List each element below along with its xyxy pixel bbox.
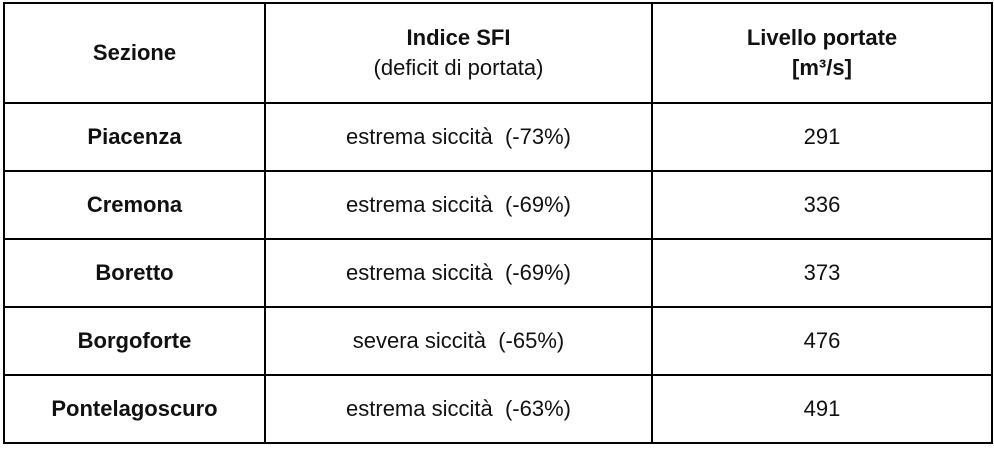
- table-cell: 336: [651, 170, 993, 240]
- table-row: Boretto estrema siccità (-69%) 373: [3, 238, 993, 308]
- header-cell: Indice SFI (deficit di portata): [264, 2, 653, 104]
- table-cell: 291: [651, 102, 993, 172]
- table-row: Borgoforte severa siccità (-65%) 476: [3, 306, 993, 376]
- header-text: Sezione: [92, 40, 177, 65]
- table-cell: estrema siccità (-73%): [264, 102, 653, 172]
- header-text: Livello portate: [746, 25, 898, 50]
- drought-table: Sezione Indice SFI (deficit di portata) Liv…: [3, 2, 993, 444]
- table-cell: 476: [651, 306, 993, 376]
- header-text: [m³/s]: [792, 55, 852, 80]
- table-cell: severa siccità (-65%): [264, 306, 653, 376]
- table-cell: Borgoforte: [3, 306, 266, 376]
- table-cell: estrema siccità (-69%): [264, 170, 653, 240]
- header-text: Indice SFI: [406, 25, 511, 50]
- table-row: Piacenza estrema siccità (-73%) 291: [3, 102, 993, 172]
- table-cell: estrema siccità (-63%): [264, 374, 653, 444]
- table-row: Cremona estrema siccità (-69%) 336: [3, 170, 993, 240]
- table-cell: Boretto: [3, 238, 266, 308]
- table-cell: Cremona: [3, 170, 266, 240]
- header-row: Sezione Indice SFI (deficit di portata) Liv…: [3, 2, 993, 104]
- header-cell: Sezione: [3, 2, 266, 104]
- header-cell: Livello portate [m³/s]: [651, 2, 993, 104]
- table-cell: 491: [651, 374, 993, 444]
- table-cell: estrema siccità (-69%): [264, 238, 653, 308]
- table-cell: Piacenza: [3, 102, 266, 172]
- table-cell: Pontelagoscuro: [3, 374, 266, 444]
- header-text: (deficit di portata): [373, 55, 544, 80]
- table-row: Pontelagoscuro estrema siccità (-63%) 491: [3, 374, 993, 444]
- table-cell: 373: [651, 238, 993, 308]
- table-body: Piacenza estrema siccità (-73%) 291 Cremona…: [3, 102, 993, 444]
